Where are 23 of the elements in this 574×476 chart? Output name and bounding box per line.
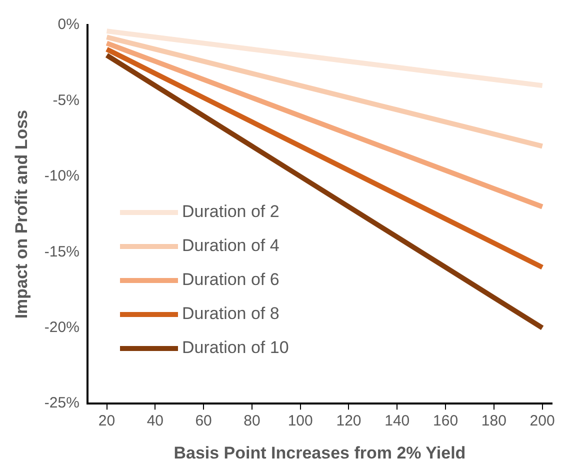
x-tick-label: 80 [244,412,260,430]
x-tick-label: 40 [146,412,164,430]
x-tick-label: 180 [481,412,506,430]
y-tick-label: -5% [52,92,80,109]
y-tick-label: -15% [44,243,80,260]
legend-label: Duration of 8 [182,304,280,324]
y-tick-label: -25% [44,394,80,412]
y-tick-label: 0% [58,16,80,34]
x-tick-label: 100 [288,412,313,430]
legend-label: Duration of 10 [182,338,289,358]
x-tick-label: 140 [384,412,410,430]
legend-label: Duration of 2 [182,202,280,222]
x-tick-label: 20 [98,412,116,430]
x-tick-label: 60 [195,412,212,430]
x-tick-label: 160 [433,412,458,430]
legend-label: Duration of 6 [182,270,280,290]
y-tick-label: -20% [44,319,80,336]
y-tick-label: -10% [44,168,80,185]
x-tick-label: 120 [336,412,362,430]
y-axis-title: Impact on Profit and Loss [12,110,31,319]
legend-label: Duration of 4 [182,236,280,256]
x-tick-label: 200 [530,412,555,430]
x-axis-title: Basis Point Increases from 2% Yield [174,443,466,462]
